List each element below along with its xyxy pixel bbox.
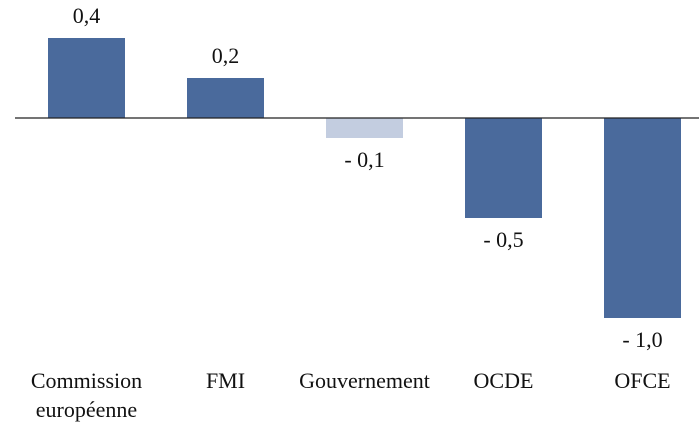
data-label: - 0,5 [483,227,523,252]
data-label: - 1,0 [622,327,662,352]
bar [326,118,403,138]
category-label: FMI [205,368,246,393]
bar [465,118,542,218]
category-label: Gouvernement [299,368,430,393]
category-label: OCDE [473,368,534,393]
data-label: 0,2 [212,43,240,68]
data-label: - 0,1 [344,147,384,172]
bar [48,38,125,118]
category-label: Commission européenne [30,368,143,422]
bar [187,78,264,118]
data-label: 0,4 [73,3,101,28]
bar [604,118,681,318]
category-label: OFCE [614,368,671,393]
